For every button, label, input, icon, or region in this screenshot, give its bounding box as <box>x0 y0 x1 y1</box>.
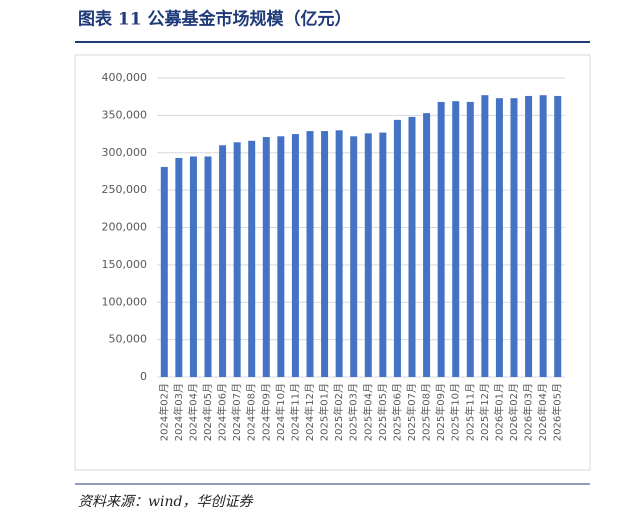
bar <box>466 101 474 378</box>
bar <box>321 131 329 377</box>
bar <box>554 95 562 377</box>
x-tick-label: 2025年01月 <box>318 383 331 441</box>
x-tick-label: 2025年11月 <box>463 383 476 441</box>
source: 资料来源：wind，华创证券 <box>78 494 253 510</box>
y-tick-label: 0 <box>140 370 147 383</box>
x-tick-label: 2025年07月 <box>405 383 418 441</box>
y-tick-label: 300,000 <box>102 146 148 159</box>
bar <box>248 140 256 377</box>
chart-title: 图表 11 公募基金市场规模（亿元） <box>78 9 352 30</box>
y-tick-label: 150,000 <box>102 258 148 271</box>
x-tick-label: 2024年04月 <box>186 383 199 441</box>
bar <box>393 119 401 378</box>
bar <box>408 116 416 378</box>
y-tick-label: 50,000 <box>109 333 148 346</box>
x-tick-label: 2024年11月 <box>288 383 301 441</box>
x-tick-label: 2024年05月 <box>201 383 214 441</box>
bar <box>539 95 547 377</box>
chart-frame <box>74 54 591 471</box>
x-tick-label: 2024年06月 <box>216 383 229 441</box>
bar <box>335 130 343 377</box>
x-tick-label: 2025年12月 <box>478 383 491 441</box>
x-tick-label: 2025年05月 <box>376 383 389 441</box>
x-tick-label: 2025年10月 <box>449 383 462 441</box>
x-tick-label: 2024年10月 <box>274 383 287 441</box>
x-tick-label: 2025年04月 <box>361 383 374 441</box>
x-tick-label: 2025年02月 <box>332 383 345 441</box>
x-tick-label: 2024年09月 <box>259 383 272 441</box>
bar <box>379 132 387 377</box>
y-tick-label: 200,000 <box>102 221 148 234</box>
x-tick-label: 2024年02月 <box>157 383 170 441</box>
bar <box>452 101 460 378</box>
x-tick-label: 2026年02月 <box>507 383 520 441</box>
bar <box>175 157 183 377</box>
bar <box>204 156 212 377</box>
x-tick-label: 2024年07月 <box>230 383 243 441</box>
x-tick-label: 2026年01月 <box>492 383 505 441</box>
x-tick-label: 2026年05月 <box>551 383 564 441</box>
x-tick-label: 2026年04月 <box>536 383 549 441</box>
bar <box>525 95 533 377</box>
x-tick-label: 2025年03月 <box>347 383 360 441</box>
bar <box>364 133 372 377</box>
x-tick-label: 2026年03月 <box>522 383 535 441</box>
bar <box>350 136 358 377</box>
bar <box>306 131 314 377</box>
bar <box>291 134 299 377</box>
bar <box>219 145 227 377</box>
bar <box>495 98 503 378</box>
bar <box>277 136 285 377</box>
y-tick-label: 350,000 <box>102 108 148 121</box>
bar <box>510 98 518 378</box>
y-tick-label: 400,000 <box>102 71 148 84</box>
y-tick-label: 100,000 <box>102 295 148 308</box>
bar <box>437 101 445 378</box>
x-tick-label: 2025年06月 <box>390 383 403 441</box>
x-tick-label: 2025年09月 <box>434 383 447 441</box>
bar <box>233 142 241 377</box>
x-tick-label: 2024年12月 <box>303 383 316 441</box>
bar <box>423 113 431 377</box>
x-tick-label: 2024年03月 <box>172 383 185 441</box>
bar <box>262 137 270 377</box>
bar <box>160 166 168 377</box>
bar <box>189 156 197 377</box>
bar <box>481 95 489 377</box>
y-tick-label: 250,000 <box>102 183 148 196</box>
x-tick-label: 2024年08月 <box>245 383 258 441</box>
x-tick-label: 2025年08月 <box>420 383 433 441</box>
